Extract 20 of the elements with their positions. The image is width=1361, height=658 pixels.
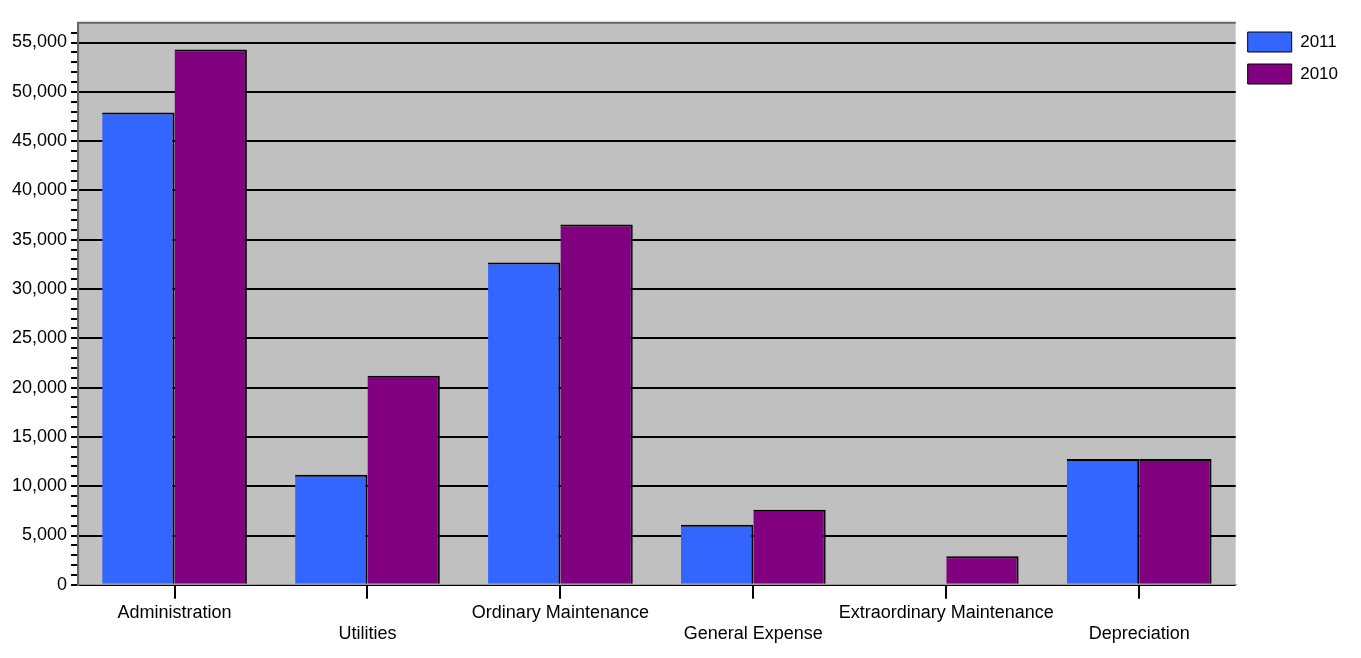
x-tick-label: General Expense	[683, 623, 823, 644]
x-tick-label: Administration	[117, 601, 232, 622]
y-tick-label: 10,000	[11, 475, 68, 496]
x-tick-label: Utilities	[338, 623, 397, 644]
y-tick-label: 30,000	[11, 277, 68, 298]
legend-label: 2010	[1300, 63, 1339, 83]
y-tick-label: 35,000	[11, 228, 68, 249]
y-tick-label: 25,000	[11, 327, 68, 348]
y-tick-label: 20,000	[11, 376, 68, 397]
y-tick-label: 0	[57, 573, 68, 594]
x-tick-label: Extraordinary Maintenance	[838, 601, 1054, 622]
y-tick-label: 50,000	[11, 80, 68, 101]
legend-label: 2011	[1300, 31, 1337, 51]
y-tick-label: 15,000	[11, 425, 68, 446]
x-tick-label: Depreciation	[1088, 623, 1190, 644]
x-tick-label: Ordinary Maintenance	[471, 601, 649, 622]
y-tick-label: 45,000	[11, 130, 68, 151]
text: 5,000	[22, 524, 68, 545]
y-tick-label: 40,000	[11, 179, 68, 200]
y-tick-label: 55,000	[11, 31, 68, 52]
